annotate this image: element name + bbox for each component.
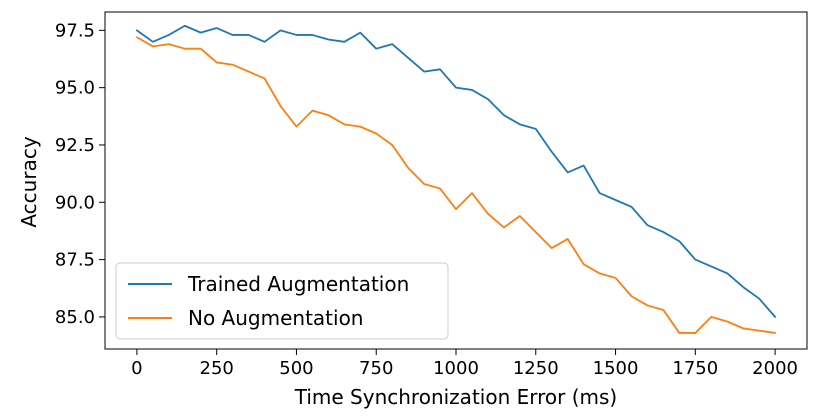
y-axis-label: Accuracy	[17, 136, 41, 227]
legend-label-no-augmentation: No Augmentation	[188, 306, 363, 330]
x-tick-label: 1750	[672, 358, 718, 379]
x-tick-label: 1250	[513, 358, 559, 379]
x-tick-label: 1500	[593, 358, 639, 379]
x-tick-label: 2000	[752, 358, 798, 379]
legend: Trained Augmentation No Augmentation	[115, 262, 449, 340]
y-axis-ticks: 85.0 87.5 90.0 92.5 95.0 97.5	[55, 20, 105, 328]
x-tick-label: 250	[200, 358, 234, 379]
legend-box	[115, 262, 449, 340]
y-tick-label: 92.5	[55, 135, 95, 156]
x-axis-ticks: 0 250 500 750 1000 1250 1500 1750 2000	[131, 349, 798, 379]
legend-label-trained-augmentation: Trained Augmentation	[187, 272, 409, 296]
x-tick-label: 500	[279, 358, 313, 379]
x-tick-label: 750	[359, 358, 393, 379]
series-line-no-augmentation	[136, 36, 776, 334]
y-tick-label: 85.0	[55, 307, 95, 328]
y-tick-label: 87.5	[55, 250, 95, 271]
series-line-trained-augmentation	[136, 24, 776, 318]
x-tick-label: 1000	[433, 358, 479, 379]
series-layer	[136, 24, 776, 334]
x-tick-label: 0	[131, 358, 142, 379]
x-axis-label: Time Synchronization Error (ms)	[294, 385, 617, 409]
y-tick-label: 90.0	[55, 192, 95, 213]
y-tick-label: 95.0	[55, 78, 95, 99]
y-tick-label: 97.5	[55, 20, 95, 41]
